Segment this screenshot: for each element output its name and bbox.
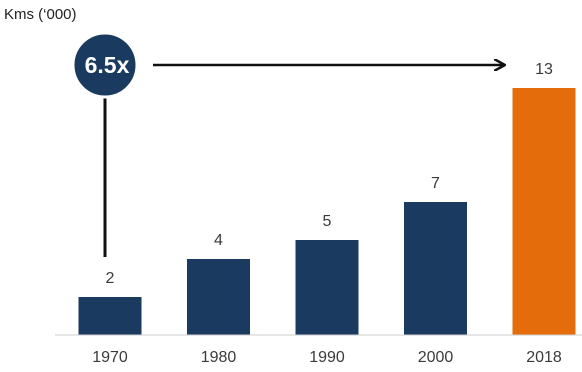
data-label-1980: 4	[214, 232, 223, 249]
x-tick-label-2018: 2018	[526, 349, 562, 366]
bar-1990	[295, 240, 359, 335]
data-label-2000: 7	[431, 175, 440, 192]
x-tick-label-1990: 1990	[309, 349, 345, 366]
bars-group	[78, 88, 576, 335]
growth-multiple-badge	[71, 31, 139, 99]
bar-1970	[78, 297, 142, 335]
data-label-2018: 13	[535, 61, 553, 78]
data-label-1990: 5	[323, 213, 332, 230]
data-label-1970: 2	[106, 270, 115, 287]
x-tick-label-2000: 2000	[418, 349, 454, 366]
unit-label: Kms (‘000)	[4, 6, 77, 23]
x-tick-label-1980: 1980	[201, 349, 237, 366]
growth-multiple-text: 6.5x	[85, 52, 130, 78]
growth-annotation: 6.5x	[71, 31, 504, 257]
bar-1980	[187, 259, 250, 335]
bar-2018	[512, 88, 576, 335]
data-labels-group: 2 4 5 7 13	[106, 61, 553, 287]
x-tick-label-1970: 1970	[92, 349, 128, 366]
x-tick-labels-group: 1970 1980 1990 2000 2018	[92, 349, 562, 366]
bar-2000	[404, 202, 467, 335]
